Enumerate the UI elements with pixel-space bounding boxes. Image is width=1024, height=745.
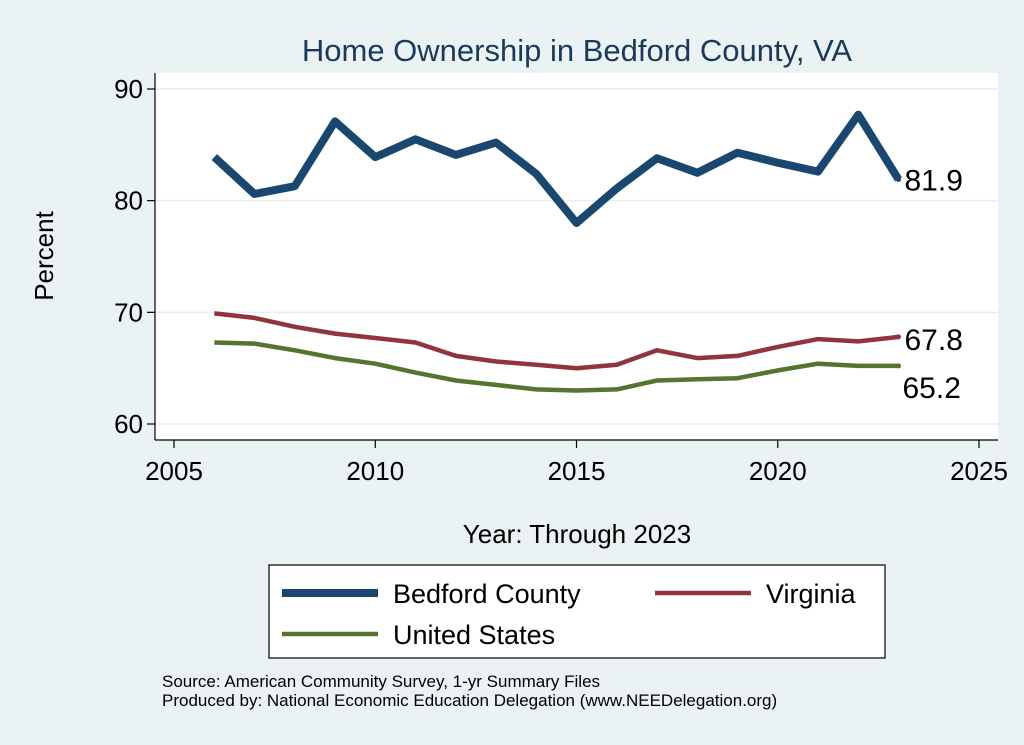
x-tick-label: 2025 xyxy=(950,456,1008,486)
y-tick-label: 80 xyxy=(114,186,143,216)
x-tick-label: 2010 xyxy=(346,456,404,486)
y-tick-label: 60 xyxy=(114,409,143,439)
chart-title: Home Ownership in Bedford County, VA xyxy=(302,33,853,68)
x-tick-label: 2005 xyxy=(145,456,203,486)
x-tick-label: 2020 xyxy=(749,456,807,486)
plot-area xyxy=(155,73,998,440)
source-note: Source: American Community Survey, 1-yr … xyxy=(162,672,601,691)
gridlines xyxy=(155,88,998,425)
end-label-united-states: 65.2 xyxy=(903,372,961,405)
x-axis-title: Year: Through 2023 xyxy=(463,519,691,549)
y-axis-title: Percent xyxy=(29,210,59,300)
x-tick-label: 2015 xyxy=(548,456,606,486)
producer-note: Produced by: National Economic Education… xyxy=(162,691,778,710)
legend: Bedford County Virginia United States xyxy=(268,564,886,659)
end-label-bedford-county: 81.9 xyxy=(905,164,963,197)
legend-label-bedford-county: Bedford County xyxy=(393,579,581,609)
end-point-bedford-county xyxy=(896,176,901,182)
legend-label-virginia: Virginia xyxy=(766,579,857,609)
legend-label-united-states: United States xyxy=(393,620,555,650)
series-line-united-states xyxy=(214,340,899,393)
legend-box xyxy=(268,564,886,659)
end-point-virginia xyxy=(896,334,901,340)
end-labels: 81.9 67.8 65.2 xyxy=(903,164,963,404)
series-line-virginia xyxy=(214,311,899,371)
series-lines xyxy=(211,110,902,393)
end-label-virginia: 67.8 xyxy=(905,324,963,357)
y-tick-label: 70 xyxy=(114,297,143,327)
axes: 60 70 80 90 2005 2010 2015 2020 2025 xyxy=(114,73,1008,486)
end-point-united-states xyxy=(896,363,901,369)
series-line-bedford-county xyxy=(211,110,902,227)
y-tick-label: 90 xyxy=(114,74,143,104)
